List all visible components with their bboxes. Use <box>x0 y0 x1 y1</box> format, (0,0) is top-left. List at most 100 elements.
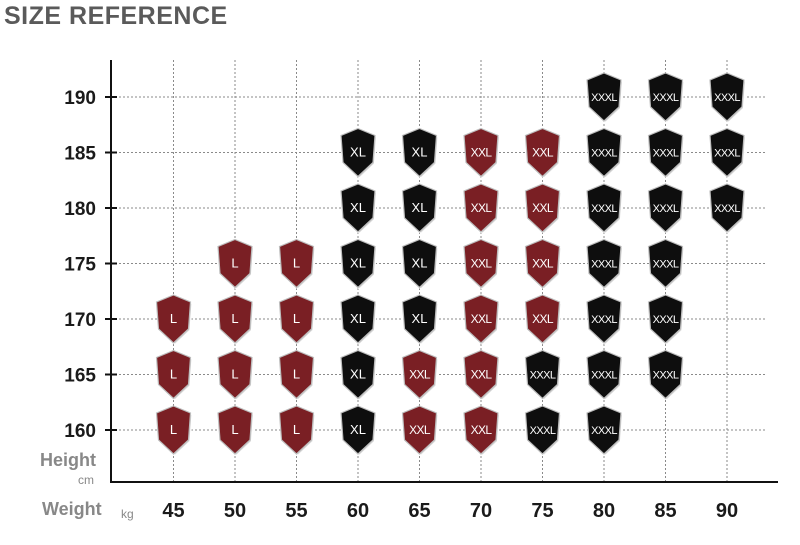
size-badge: L <box>278 238 316 290</box>
shield-icon <box>155 349 192 400</box>
size-badge: L <box>278 349 316 401</box>
size-badge: XXL <box>524 127 562 179</box>
size-label: XL <box>350 145 366 160</box>
axes <box>110 60 778 483</box>
shield-icon <box>217 238 253 289</box>
size-badge: XXXL <box>586 183 624 235</box>
x-tick-label: 75 <box>531 500 553 522</box>
size-label: L <box>231 422 238 437</box>
size-label: XXXL <box>714 203 740 215</box>
size-label: XL <box>350 256 366 271</box>
size-label: L <box>231 311 238 326</box>
size-label: XXXL <box>591 314 617 326</box>
shield-icon <box>463 294 499 344</box>
size-label: XXXL <box>530 425 556 437</box>
y-tick-labels: 160 165 170 175 180 185 190 <box>64 88 117 442</box>
x-axis-unit: kg <box>121 507 134 521</box>
size-badge: L <box>217 405 255 457</box>
shield-icon <box>340 405 376 455</box>
size-label: XXXL <box>714 148 740 160</box>
size-badge: XXL <box>524 294 562 346</box>
shield-icon <box>463 183 499 233</box>
shield-icon <box>586 349 622 400</box>
shield-icon <box>463 238 499 289</box>
shield-icon <box>586 238 622 289</box>
size-label: L <box>293 256 300 271</box>
size-badge: L <box>155 349 193 401</box>
x-tick-label: 45 <box>162 500 184 522</box>
size-badge: XXXL <box>709 183 747 235</box>
size-badge: XXL <box>463 405 501 457</box>
shield-icon <box>586 127 622 178</box>
x-axis-label: Weight <box>42 499 102 519</box>
shield-icon <box>463 405 499 455</box>
y-axis-label: Height <box>40 450 96 470</box>
size-badge: L <box>278 405 316 457</box>
shield-icon <box>647 127 684 178</box>
size-label: XL <box>350 311 366 326</box>
size-label: XL <box>350 422 366 437</box>
shield-icon <box>340 127 376 178</box>
size-badge: XL <box>340 127 378 179</box>
size-label: XXXL <box>591 92 617 104</box>
shield-icon <box>340 238 376 289</box>
shield-icon <box>401 183 438 233</box>
size-badge: L <box>217 349 255 401</box>
size-label: XXXL <box>653 148 679 160</box>
size-label: XXL <box>532 201 554 215</box>
size-badge: XL <box>401 294 439 346</box>
shield-icon <box>463 127 499 178</box>
size-label: XXL <box>471 257 493 271</box>
shield-icon <box>340 294 376 344</box>
shield-icon <box>401 127 438 178</box>
shield-icon <box>401 349 438 400</box>
size-label: L <box>170 367 177 382</box>
shield-icon <box>401 405 438 455</box>
size-label: XL <box>412 145 428 160</box>
size-badge: XXXL <box>586 127 624 179</box>
size-label: XXXL <box>653 259 679 271</box>
shield-icon <box>586 183 622 233</box>
x-tick-label: 80 <box>593 500 615 522</box>
x-tick-label: 85 <box>654 500 676 522</box>
size-badge: XXXL <box>524 349 562 401</box>
size-label: XXXL <box>591 203 617 215</box>
shield-icon <box>647 349 684 400</box>
shield-icon <box>524 294 561 344</box>
size-label: XXXL <box>653 92 679 104</box>
size-badge: XXXL <box>709 127 747 179</box>
size-badge: XXL <box>463 349 501 401</box>
size-badge: L <box>217 294 255 346</box>
x-tick-label: 55 <box>285 500 307 522</box>
shield-icon <box>586 72 622 122</box>
size-label: XXL <box>471 423 493 437</box>
size-badge: XXXL <box>647 294 685 346</box>
size-label: XXXL <box>591 148 617 160</box>
size-label: L <box>293 422 300 437</box>
shield-icon <box>524 405 561 455</box>
size-label: L <box>293 311 300 326</box>
size-badge: L <box>217 238 255 290</box>
shield-icon <box>524 127 561 178</box>
size-badge: XXXL <box>647 349 685 401</box>
size-badge: XXL <box>463 238 501 290</box>
size-badge: XXL <box>463 127 501 179</box>
size-label: XXL <box>471 368 493 382</box>
size-label: XXXL <box>653 314 679 326</box>
size-badge: XXXL <box>647 238 685 290</box>
x-tick-label: 70 <box>470 500 492 522</box>
size-badge: L <box>155 294 193 346</box>
size-badge: XXXL <box>586 349 624 401</box>
size-label: XXXL <box>653 203 679 215</box>
x-tick-label: 60 <box>347 500 369 522</box>
size-label: XXXL <box>591 370 617 382</box>
shield-icon <box>401 294 438 344</box>
y-tick-label: 180 <box>64 199 96 220</box>
size-badge: XXL <box>401 349 439 401</box>
size-badge: XXXL <box>647 72 685 124</box>
shield-icon <box>463 349 499 400</box>
size-label: XXXL <box>591 259 617 271</box>
size-label: L <box>231 256 238 271</box>
size-label: XXL <box>471 201 493 215</box>
